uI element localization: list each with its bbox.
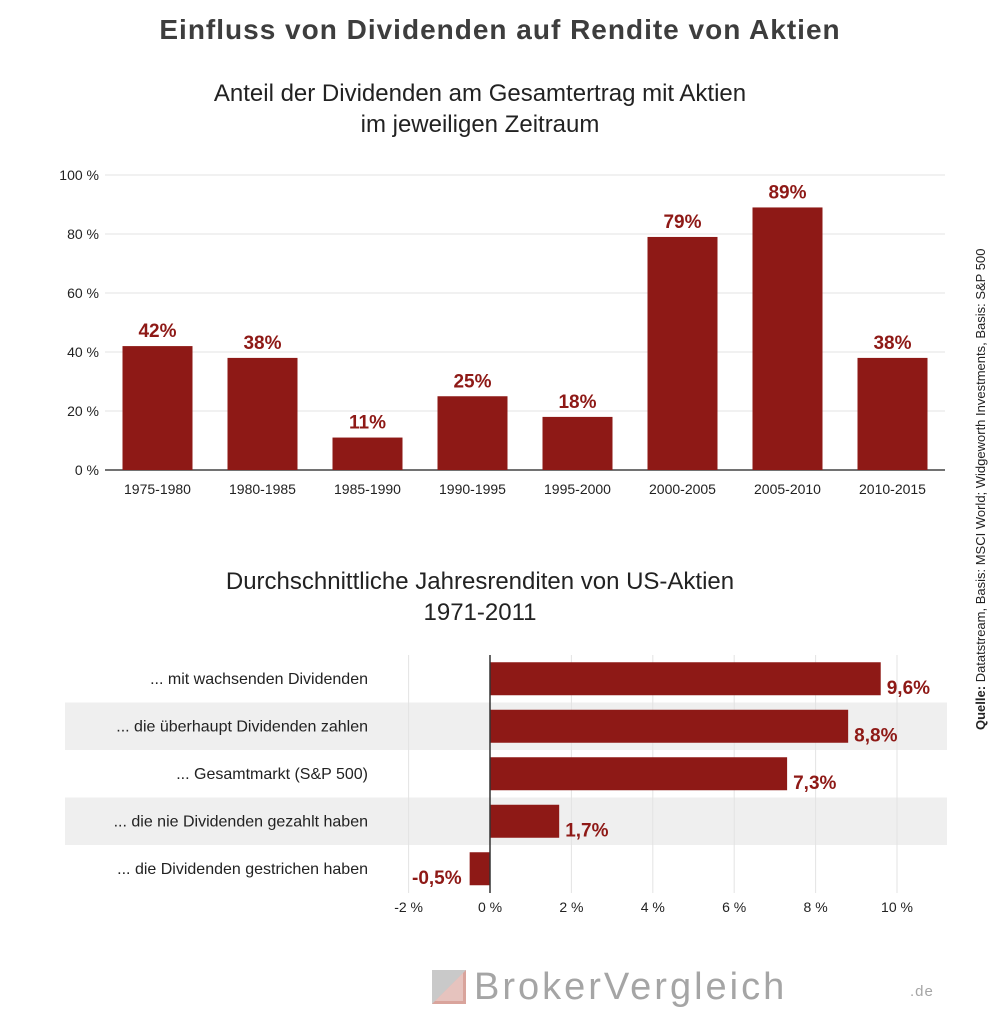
y-tick-label: 60 %: [67, 285, 99, 301]
category-label: ... Gesamtmarkt (S&P 500): [176, 766, 368, 783]
x-tick-label: -2 %: [394, 899, 423, 915]
bar-data-label: 38%: [873, 333, 911, 354]
bar-data-label: 1,7%: [565, 820, 608, 841]
bar: [332, 437, 403, 470]
bar: [122, 346, 193, 470]
bar: [227, 357, 298, 470]
bar: [542, 416, 613, 470]
source-note: Quelle: Datatstream, Basis: MSCI World; …: [973, 190, 993, 730]
bar-data-label: 42%: [138, 321, 176, 342]
bar: [490, 804, 560, 838]
x-tick-label: 8 %: [804, 899, 828, 915]
x-tick-label: 6 %: [722, 899, 746, 915]
x-tick-label: 1985-1990: [334, 481, 401, 497]
bar: [490, 757, 788, 791]
brand-tld: .de: [910, 983, 934, 1000]
bar-data-label: 38%: [243, 333, 281, 354]
bar: [437, 396, 508, 470]
x-tick-label: 2005-2010: [754, 481, 821, 497]
bar-data-label: 7,3%: [793, 773, 836, 794]
x-tick-label: 1995-2000: [544, 481, 611, 497]
chart1-title-line1: Anteil der Dividenden am Gesamtertrag mi…: [213, 80, 747, 107]
y-tick-label: 0 %: [75, 462, 99, 478]
x-tick-label: 1975-1980: [124, 481, 191, 497]
x-tick-label: 10 %: [881, 899, 913, 915]
bar-data-label: 8,8%: [854, 725, 897, 746]
bar-data-label: 89%: [768, 182, 806, 203]
y-tick-label: 20 %: [67, 403, 99, 419]
bar: [857, 357, 928, 470]
bar-data-label: 11%: [349, 413, 386, 434]
x-tick-label: 2 %: [559, 899, 583, 915]
chart1-title: Anteil der Dividenden am Gesamtertrag mi…: [0, 78, 960, 140]
source-label: Quelle:: [973, 685, 988, 730]
horizontal-bar-chart: -2 % 0 % 2 % 4 % 6 % 8 % 10 % 9,6% ... mit wachs…: [65, 655, 947, 915]
category-label: ... die Dividenden gestrichen haben: [117, 861, 368, 878]
bar: [490, 662, 881, 696]
x-tick-label: 1980-1985: [229, 481, 296, 497]
y-tick-label: 40 %: [67, 344, 99, 360]
x-tick-label: 2000-2005: [649, 481, 716, 497]
bar-data-label: -0,5%: [412, 868, 462, 889]
bar-data-label: 25%: [453, 371, 491, 392]
bar: [647, 236, 718, 470]
bar: [490, 709, 849, 743]
bar: [469, 852, 490, 886]
x-tick-label: 4 %: [641, 899, 665, 915]
chart2-title-line2: 1971-2011: [423, 599, 537, 626]
x-tick-label: 0 %: [478, 899, 502, 915]
category-label: ... mit wachsenden Dividenden: [150, 671, 368, 688]
category-label: ... die überhaupt Dividenden zahlen: [116, 718, 368, 735]
chart2-title: Durchschnittliche Jahresrenditen von US-…: [0, 566, 960, 628]
brand-icon: [432, 970, 466, 1004]
main-title: Einfluss von Dividenden auf Rendite von …: [159, 14, 841, 45]
x-tick-label: 2010-2015: [859, 481, 926, 497]
column-chart: 0 % 20 % 40 % 60 % 80 % 100 % 42% 1975-1980 38% 1…: [59, 167, 945, 497]
brand-name: BrokerVergleich: [474, 966, 788, 1008]
bar-data-label: 18%: [558, 392, 596, 413]
category-label: ... die nie Dividenden gezahlt haben: [114, 813, 368, 830]
bar-data-label: 9,6%: [887, 678, 930, 699]
y-tick-label: 80 %: [67, 226, 99, 242]
y-tick-label: 100 %: [59, 167, 99, 183]
chart1-title-line2: im jeweiligen Zeitraum: [360, 111, 600, 138]
source-text: Datatstream, Basis: MSCI World; Widgewor…: [973, 248, 988, 686]
bar-data-label: 79%: [663, 212, 701, 233]
bar: [752, 207, 823, 470]
brand-logo-block: BrokerVergleich .de: [432, 966, 972, 1008]
chart2-title-line1: Durchschnittliche Jahresrenditen von US-…: [225, 568, 735, 595]
x-tick-label: 1990-1995: [439, 481, 506, 497]
